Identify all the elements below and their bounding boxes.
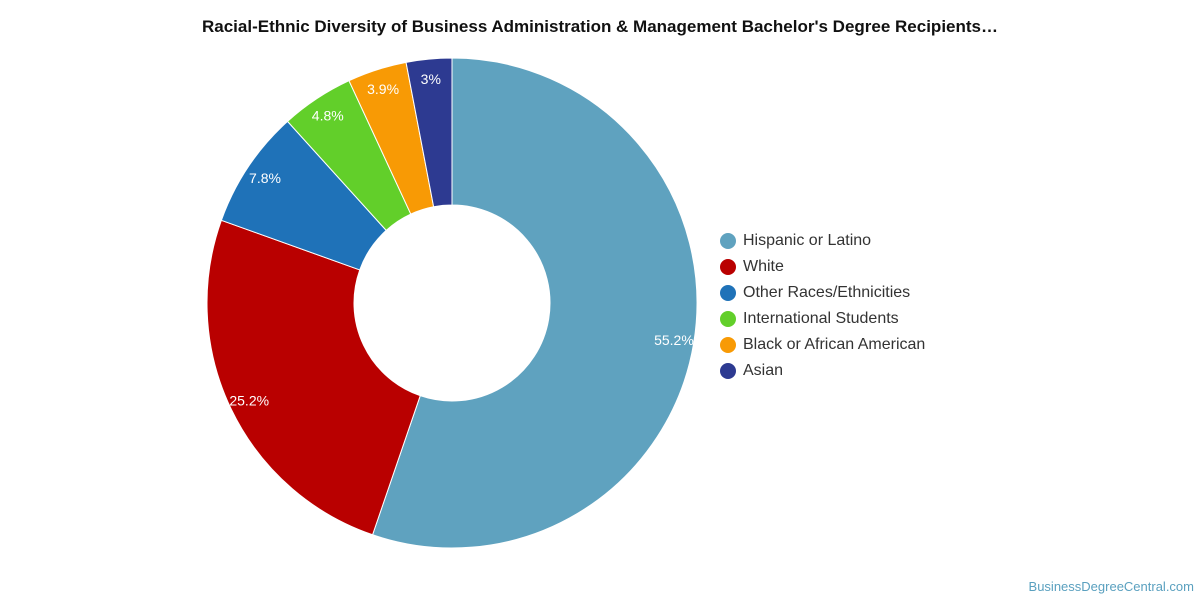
legend: Hispanic or Latino White Other Races/Ethni…	[720, 228, 925, 384]
slice-white[interactable]	[206, 219, 421, 536]
slice-label-hispanic-or-latino: 55.2%	[654, 332, 694, 348]
legend-label: International Students	[743, 310, 899, 327]
legend-item-asian[interactable]: Asian	[720, 358, 925, 384]
legend-marker	[720, 363, 736, 379]
slice-label-white: 25.2%	[229, 392, 269, 408]
legend-label: Black or African American	[743, 336, 926, 353]
slice-asian[interactable]	[405, 57, 453, 208]
slice-label-asian: 3%	[421, 71, 441, 87]
legend-item-hispanic-or-latino[interactable]: Hispanic or Latino	[720, 228, 925, 254]
legend-label: Hispanic or Latino	[743, 232, 872, 249]
legend-item-white[interactable]: White	[720, 254, 925, 280]
slice-hispanic-or-latino[interactable]	[371, 57, 698, 549]
legend-item-other-races-ethnicities[interactable]: Other Races/Ethnicities	[720, 280, 925, 306]
slice-label-international-students: 4.8%	[312, 107, 344, 123]
source-credit[interactable]: BusinessDegreeCentral.com	[1028, 579, 1194, 594]
legend-label: Other Races/Ethnicities	[743, 284, 911, 301]
slice-label-black-or-african-american: 3.9%	[367, 81, 399, 97]
legend-marker	[720, 311, 736, 327]
legend-marker	[720, 233, 736, 249]
legend-marker	[720, 337, 736, 353]
legend-item-international-students[interactable]: International Students	[720, 306, 925, 332]
chart-title: Racial-Ethnic Diversity of Business Admi…	[201, 17, 998, 36]
legend-marker	[720, 259, 736, 275]
legend-item-black-or-african-american[interactable]: Black or African American	[720, 332, 925, 358]
legend-label: Asian	[743, 362, 784, 379]
slice-label-other-races-ethnicities: 7.8%	[249, 170, 281, 186]
legend-marker	[720, 285, 736, 301]
legend-label: White	[743, 258, 784, 275]
